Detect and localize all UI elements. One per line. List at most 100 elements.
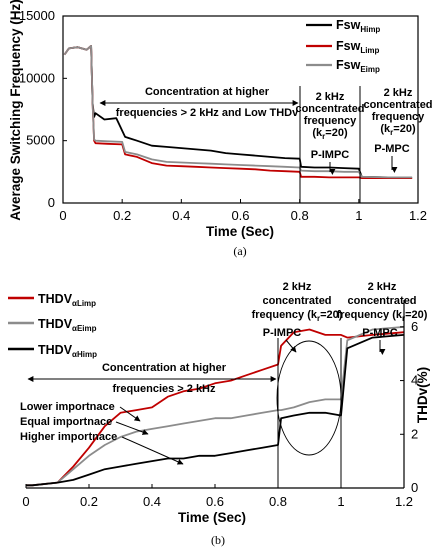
panel-a-pmpc-line2: concentrated <box>363 99 432 111</box>
panel-a-legend-name-1: Fsw <box>336 39 361 53</box>
panel-a-pmpc-kr-sub: r <box>390 128 393 137</box>
panel-a-pimpc-kr-suffix: =20) <box>325 127 348 139</box>
panel-a-legend-name-2: Fsw <box>336 58 361 72</box>
panel-a-y-tick-label-1: 5000 <box>26 133 55 148</box>
panel-a-x-tick-label-3: 0.6 <box>231 208 249 223</box>
panel-b-importance-higher-arrow <box>121 436 184 465</box>
panel-a-y-tick-label-0: 0 <box>48 195 55 210</box>
panel-a-pimpc-kr: (kr=20) <box>312 127 348 141</box>
panel-a-legend-label-2: FswEimp <box>336 58 380 74</box>
panel-b-pimpc-arrow <box>285 339 297 353</box>
panel-a-legend-label-1: FswLimp <box>336 39 380 55</box>
panel-a-legend-label-0: FswHimp <box>336 18 380 34</box>
panel-a-pmpc-line3: frequency <box>372 111 425 123</box>
panel-b-importance-equal: Equal importnace <box>20 416 112 428</box>
panel-a-x-tick-label-6: 1.2 <box>409 208 427 223</box>
panel-b-legend-sub-1: αEimp <box>72 324 97 333</box>
panel-b-importance-lower: Lower importnace <box>20 401 115 413</box>
panel-a-pimpc-line1: 2 kHz <box>316 91 345 103</box>
panel-b-pimpc-method: P-IMPC <box>263 327 302 339</box>
panel-a-legend: FswHimp FswLimp FswEimp <box>300 17 417 79</box>
panel-a-pmpc-kr-prefix: (k <box>380 123 391 135</box>
panel-b-concentration-line2: frequencies > 2 kHz <box>112 383 216 395</box>
panel-a-y-tick-label-3: 15000 <box>19 8 55 23</box>
panel-b-legend-label-0: THDVαLimp <box>38 292 96 308</box>
panel-a-legend-sub-0: Himp <box>360 25 380 34</box>
panel-b-pmpc-annotation: 2 kHz concentrated frequency (kr=20) P-M… <box>337 281 428 355</box>
panel-b-pmpc-method: P-MPC <box>362 327 398 339</box>
panel-a-x-label: Time (Sec) <box>206 224 274 239</box>
panel-a-y-label: Average Switching Frequency (Hz) <box>8 0 23 221</box>
panel-b-y-tick-label-1: 2 <box>411 426 418 441</box>
panel-b-x-tick-label-2: 0.4 <box>143 494 161 509</box>
panel-b-y-tick-label-2: 4 <box>411 373 418 388</box>
panel-b-x-ticks: 0 0.2 0.4 0.6 0.8 1 1.2 <box>22 484 413 509</box>
panel-b-legend-sub-0: αLimp <box>72 299 96 308</box>
panel-b-importance-equal-arrow <box>115 421 149 435</box>
panel-b-highlight-ellipse <box>276 340 342 456</box>
panel-a-x-tick-label-1: 0.2 <box>113 208 131 223</box>
panel-b-legend-name-1: THDV <box>38 317 73 331</box>
panel-a-caption: (a) <box>233 244 246 258</box>
panel-a: 0 0.2 0.4 0.6 0.8 1 1.2 0 5000 10000 15000 Time (… <box>8 0 433 258</box>
panel-a-y-ticks: 0 5000 10000 15000 <box>19 8 67 210</box>
panel-b-pimpc-kr-sub: r <box>317 314 320 323</box>
panel-b-y-ticks: 0 2 4 6 <box>400 319 418 495</box>
panel-b-legend-sub-2: αHimp <box>72 350 97 359</box>
panel-b-series-line-2 <box>26 334 405 487</box>
panel-b-pimpc-line1: 2 kHz <box>283 281 312 293</box>
panel-b-pmpc-kr: frequency (kr=20) <box>337 309 428 323</box>
panel-a-pmpc-kr-suffix: =20) <box>393 123 416 135</box>
panel-b-x-tick-label-1: 0.2 <box>80 494 98 509</box>
panel-b-y-label: THDv(%) <box>415 367 430 423</box>
panel-a-x-ticks: 0 0.2 0.4 0.6 0.8 1 1.2 <box>59 199 427 223</box>
panel-b-series-line-0 <box>26 328 405 487</box>
panel-b: 0 0.2 0.4 0.6 0.8 1 1.2 0 2 4 6 Time (Sec) THDv(%… <box>8 281 430 547</box>
panel-a-x-tick-label-4: 0.8 <box>291 208 309 223</box>
panel-a-concentration-line2: frequencies > 2 kHz and Low THDv <box>116 107 299 119</box>
panel-b-x-tick-label-4: 0.8 <box>269 494 287 509</box>
panel-a-legend-sub-1: Limp <box>360 46 379 55</box>
panel-a-y-tick-label-2: 10000 <box>19 70 55 85</box>
panel-a-x-tick-label-5: 1 <box>355 208 362 223</box>
panel-b-y-tick-label-0: 0 <box>411 480 418 495</box>
panel-b-legend-name-2: THDV <box>38 343 73 357</box>
panel-b-pmpc-line2: concentrated <box>347 295 416 307</box>
panel-b-y-tick-label-3: 6 <box>411 319 418 334</box>
panel-b-x-tick-label-6: 1.2 <box>395 494 413 509</box>
panel-a-legend-sub-2: Eimp <box>360 65 380 74</box>
panel-b-x-tick-label-5: 1 <box>337 494 344 509</box>
panel-b-legend: THDVαLimp THDVαEimp THDVαHimp <box>8 292 97 359</box>
panel-a-x-tick-label-0: 0 <box>59 208 66 223</box>
panel-a-pimpc-line3: frequency <box>304 115 357 127</box>
panel-b-pimpc-kr: frequency (kr=20) <box>252 309 343 323</box>
panel-b-importance-higher: Higher importnace <box>20 431 117 443</box>
panel-a-pmpc-annotation: 2 kHz concentrated frequency (kr=20) P-M… <box>363 87 433 173</box>
panel-a-legend-name-0: Fsw <box>336 18 361 32</box>
panel-a-pimpc-kr-prefix: (k <box>312 127 323 139</box>
panel-b-legend-label-1: THDVαEimp <box>38 317 97 333</box>
panel-b-pimpc-kr-suffix: =20) <box>320 309 343 321</box>
panel-b-pmpc-kr-suffix: =20) <box>405 309 428 321</box>
panel-b-pimpc-line2: concentrated <box>262 295 331 307</box>
panel-a-pmpc-method: P-MPC <box>374 143 410 155</box>
panel-a-legend-box <box>300 17 417 79</box>
panel-a-concentration-line1: Concentration at higher <box>145 86 270 98</box>
panel-b-pimpc-annotation: 2 kHz concentrated frequency (kr=20) P-I… <box>252 281 343 353</box>
panel-b-series <box>26 326 405 487</box>
panel-b-pmpc-kr-sub: r <box>402 314 405 323</box>
panel-a-pimpc-kr-sub: r <box>322 132 325 141</box>
panel-a-series-line-2 <box>63 45 413 179</box>
panel-b-legend-label-2: THDVαHimp <box>38 343 97 359</box>
panel-a-pmpc-line1: 2 kHz <box>384 87 413 99</box>
panel-b-pmpc-kr-prefix: frequency (k <box>337 309 403 321</box>
panel-b-x-label: Time (Sec) <box>178 510 246 525</box>
panel-a-pimpc-line2: concentrated <box>295 103 364 115</box>
panel-b-legend-name-0: THDV <box>38 292 73 306</box>
panel-b-caption: (b) <box>211 533 225 547</box>
panel-b-pimpc-kr-prefix: frequency (k <box>252 309 318 321</box>
panel-a-pimpc-method: P-IMPC <box>311 149 350 161</box>
panel-b-concentration-line1: Concentration at higher <box>102 362 227 374</box>
panel-b-series-line-1 <box>26 326 405 487</box>
